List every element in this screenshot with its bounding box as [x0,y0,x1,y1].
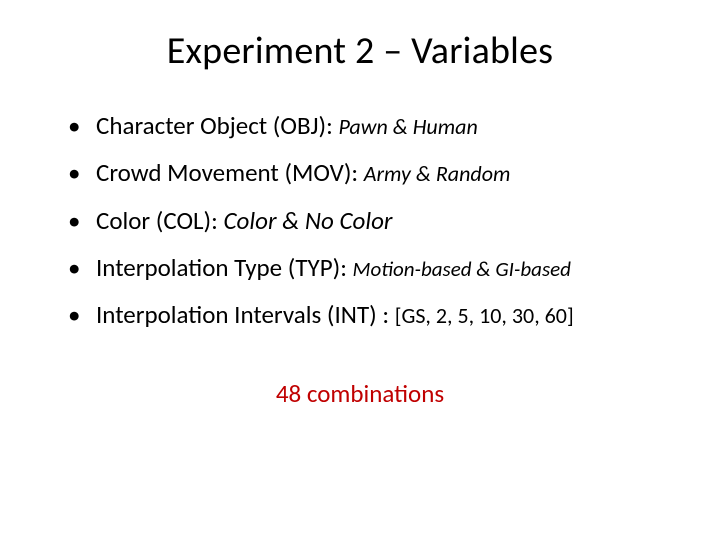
bullet-item: Interpolation Type (TYP): Motion-based &… [68,252,670,283]
slide-title: Experiment 2 – Variables [50,28,670,74]
variable-label: Character Object (OBJ): [96,110,338,141]
bullet-item: Crowd Movement (MOV): Army & Random [68,157,670,188]
bullet-item: Character Object (OBJ): Pawn & Human [68,110,670,141]
footer-count: 48 [276,378,307,409]
variable-values: Army & Random [364,160,511,187]
footer-text: 48 combinations [50,378,670,409]
variable-label: Interpolation Intervals (INT) : [96,299,395,330]
footer-label: combinations [307,378,444,409]
bullet-list: Character Object (OBJ): Pawn & Human Cro… [50,110,670,330]
variable-label: Color (COL): [96,205,223,236]
variable-values: Color & No Color [223,205,392,236]
variable-values: Pawn & Human [338,113,477,140]
variable-values: [GS, 2, 5, 10, 30, 60] [395,302,574,329]
variable-label: Interpolation Type (TYP): [96,252,353,283]
variable-values: Motion-based & GI-based [353,256,571,282]
bullet-item: Color (COL): Color & No Color [68,205,670,236]
bullet-item: Interpolation Intervals (INT) : [GS, 2, … [68,299,670,330]
variable-label: Crowd Movement (MOV): [96,157,364,188]
slide: Experiment 2 – Variables Character Objec… [0,0,720,540]
